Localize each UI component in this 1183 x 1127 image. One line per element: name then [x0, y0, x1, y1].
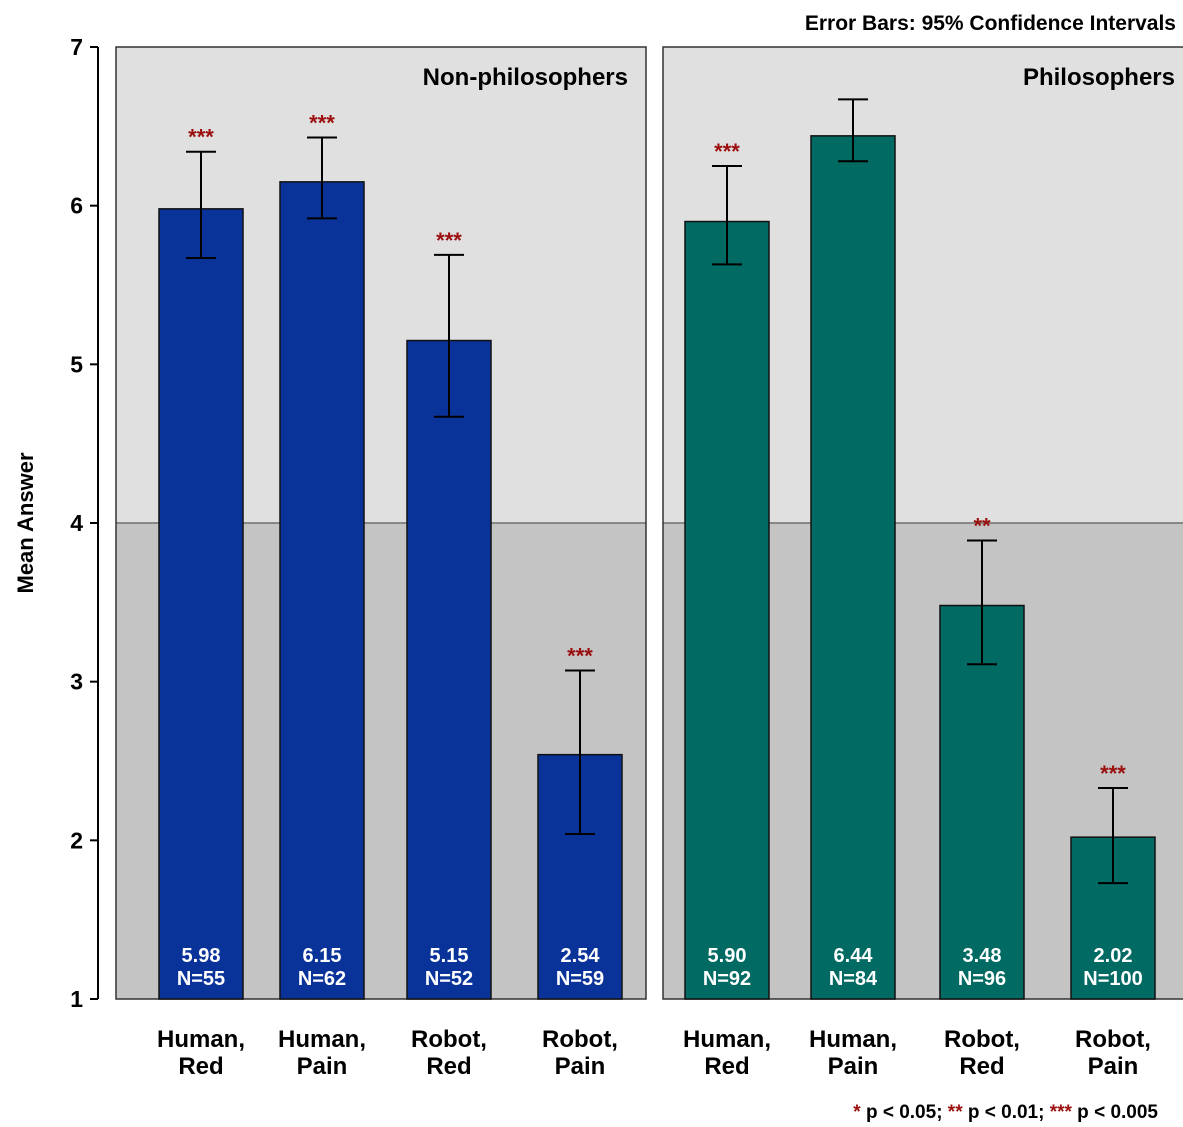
y-tick-label: 1 [70, 986, 83, 1012]
panel-title: Philosophers [1023, 64, 1175, 91]
category-label-line2: Red [178, 1053, 223, 1080]
y-axis-label: Mean Answer [13, 452, 38, 593]
category-label-line2: Pain [555, 1053, 606, 1080]
category-label-line2: Pain [828, 1053, 879, 1080]
category-label-line1: Robot, [411, 1026, 487, 1053]
legend-stars: * [853, 1102, 861, 1123]
bar-value-label: 5.15 [430, 945, 469, 967]
bar-n-label: N=59 [556, 968, 604, 990]
y-tick-label: 7 [70, 34, 83, 60]
y-tick-label: 6 [70, 193, 83, 219]
bar-value-label: 3.48 [963, 945, 1002, 967]
panels: Non-philosophers***5.98N=55Human,Red***6… [115, 46, 1183, 1080]
bar-value-label: 5.90 [708, 945, 747, 967]
bar-n-label: N=92 [703, 968, 751, 990]
bar-n-label: N=84 [829, 968, 878, 990]
y-tick-label: 2 [70, 827, 83, 853]
category-label-line2: Red [704, 1053, 749, 1080]
legend-text: p < 0.005 [1072, 1102, 1159, 1123]
significance-stars: *** [309, 110, 335, 135]
category-label-line2: Red [959, 1053, 1004, 1080]
legend-stars: *** [1050, 1102, 1073, 1123]
bar-value-label: 6.15 [303, 945, 342, 967]
panel-title: Non-philosophers [423, 64, 628, 91]
panel-non-philosophers: Non-philosophers***5.98N=55Human,Red***6… [115, 46, 647, 1080]
bar-value-label: 5.98 [182, 945, 221, 967]
significance-stars: ** [973, 513, 991, 538]
bar-n-label: N=52 [425, 968, 473, 990]
error-bars-note: Error Bars: 95% Confidence Intervals [805, 12, 1176, 35]
y-tick-label: 5 [70, 351, 83, 377]
y-tick-label: 3 [70, 669, 83, 695]
significance-stars: *** [1100, 761, 1126, 786]
category-label-line2: Pain [1088, 1053, 1139, 1080]
category-label-line1: Human, [157, 1026, 245, 1053]
bar [158, 208, 244, 1000]
bar [684, 220, 770, 1000]
y-axis: 1 2 3 4 5 6 7 [70, 34, 99, 1012]
category-label-line1: Robot, [944, 1026, 1020, 1053]
panel-philosophers: Philosophers***5.90N=92Human,Red6.44N=84… [662, 46, 1183, 1080]
legend-text: p < 0.05; [861, 1102, 948, 1123]
category-label-line1: Human, [683, 1026, 771, 1053]
category-label-line1: Robot, [542, 1026, 618, 1053]
significance-stars: *** [567, 644, 593, 669]
category-label-line1: Robot, [1075, 1026, 1151, 1053]
category-label-line1: Human, [278, 1026, 366, 1053]
category-label-line2: Red [426, 1053, 471, 1080]
bar [939, 604, 1025, 1000]
bar-value-label: 6.44 [834, 945, 874, 967]
panel-frame [662, 46, 1183, 1000]
legend-text: p < 0.01; [963, 1102, 1050, 1123]
significance-legend: * p < 0.05; ** p < 0.01; *** p < 0.005 [853, 1102, 1158, 1123]
y-tick-label: 4 [70, 510, 83, 536]
bar [279, 181, 365, 1000]
bar-n-label: N=55 [177, 968, 225, 990]
category-label-line1: Human, [809, 1026, 897, 1053]
bar-n-label: N=100 [1083, 968, 1143, 990]
bar [406, 339, 492, 1000]
panel-frame [115, 46, 647, 1000]
bar-value-label: 2.54 [561, 945, 601, 967]
significance-stars: *** [436, 228, 462, 253]
bar [810, 135, 896, 1000]
category-label-line2: Pain [297, 1053, 348, 1080]
legend-stars: ** [948, 1102, 963, 1123]
significance-stars: *** [714, 139, 740, 164]
bar-n-label: N=62 [298, 968, 346, 990]
significance-stars: *** [188, 125, 214, 150]
bar-n-label: N=96 [958, 968, 1006, 990]
bar-value-label: 2.02 [1094, 945, 1133, 967]
